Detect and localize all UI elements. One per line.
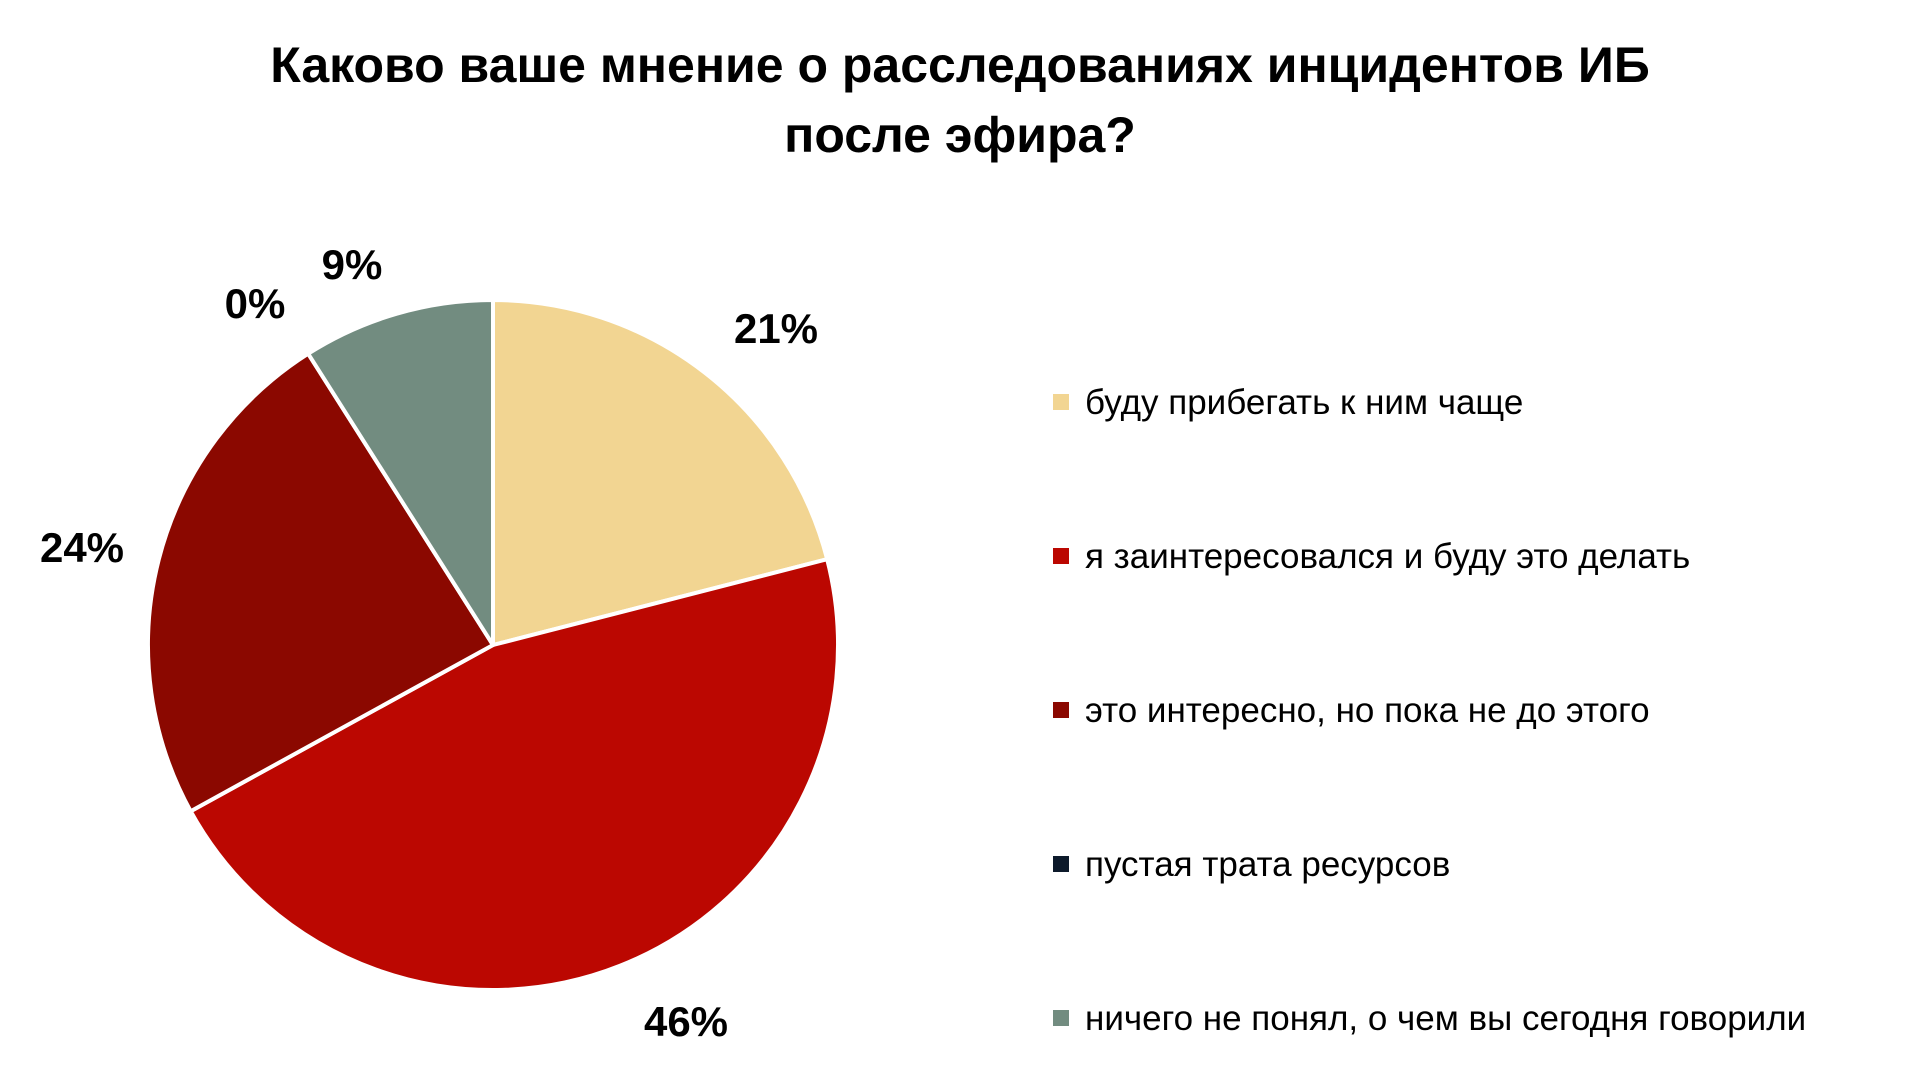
legend-label-4: пустая трата ресурсов — [1085, 845, 1450, 884]
legend-item-4: пустая трата ресурсов — [1053, 845, 1450, 884]
legend-label-5: ничего не понял, о чем вы сегодня говори… — [1085, 999, 1806, 1038]
chart-title-line-2: после эфира? — [784, 107, 1136, 163]
legend-item-3: это интересно, но пока не до этого — [1053, 691, 1650, 730]
pie-slices — [146, 298, 840, 993]
legend-swatch-5 — [1053, 1010, 1069, 1026]
pie-slice-5 — [306, 298, 495, 647]
legend-label-2: я заинтересовался и буду это делать — [1085, 537, 1690, 576]
legend-item-5: ничего не понял, о чем вы сегодня говори… — [1053, 999, 1806, 1038]
slice-value-label-5: 9% — [322, 241, 383, 288]
legend-label-1: буду прибегать к ним чаще — [1085, 383, 1523, 422]
pie-slice-3 — [146, 351, 495, 814]
slice-value-label-4: 0% — [225, 280, 286, 327]
legend-item-1: буду прибегать к ним чаще — [1053, 383, 1523, 422]
legend-swatch-2 — [1053, 548, 1069, 564]
chart-title-line-1: Каково ваше мнение о расследованиях инци… — [270, 37, 1650, 93]
legend-swatch-3 — [1053, 702, 1069, 718]
legend-item-2: я заинтересовался и буду это делать — [1053, 537, 1690, 576]
pie-slice-2 — [188, 557, 840, 993]
pie-value-labels: 21% 46% 24% 0% 9% — [40, 241, 818, 1045]
pie-slice-1 — [491, 298, 830, 647]
legend: буду прибегать к ним чаще я заинтересовал… — [1053, 383, 1806, 1038]
slice-value-label-3: 24% — [40, 524, 124, 571]
legend-label-3: это интересно, но пока не до этого — [1085, 691, 1650, 730]
slice-value-label-2: 46% — [644, 998, 728, 1045]
legend-swatch-1 — [1053, 394, 1069, 410]
legend-swatch-4 — [1053, 856, 1069, 872]
slice-value-label-1: 21% — [734, 305, 818, 352]
